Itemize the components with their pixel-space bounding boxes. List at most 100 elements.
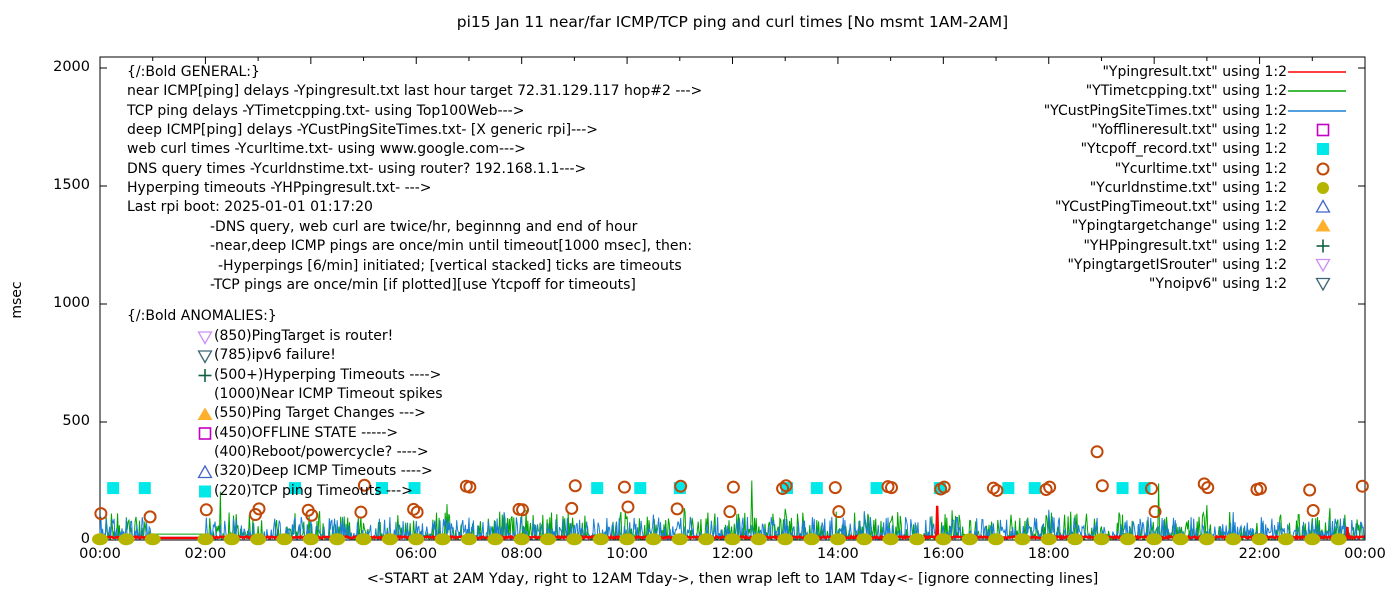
- legend-item: "Yofflineresult.txt" using 1:2: [1091, 121, 1365, 138]
- legend-label: "YHPpingresult.txt" using 1:2: [1083, 237, 1287, 254]
- x-axis-caption: <-START at 2AM Yday, right to 12AM Tday-…: [366, 571, 1099, 587]
- legend-triangle-open-icon: [1315, 199, 1331, 213]
- legend-circle-open-icon: [1316, 162, 1330, 175]
- marker-nabla-open: [1315, 278, 1331, 292]
- marker-ellipse-filled: [92, 533, 108, 546]
- marker-ellipse-filled: [1119, 533, 1136, 546]
- legend-label: "YTimetcpping.txt" using 1:2: [1085, 83, 1287, 100]
- marker-ellipse-filled: [540, 533, 557, 546]
- marker-ellipse-filled: [434, 533, 451, 546]
- note-line: -DNS query, web curl are twice/hr, begin…: [210, 218, 638, 235]
- anomaly-item: (400)Reboot/powercycle? ---->: [197, 443, 429, 462]
- note-line: -TCP pings are once/min [if plotted][use…: [210, 276, 636, 293]
- legend-label: "YCustPingSiteTimes.txt" using 1:2: [1043, 102, 1287, 119]
- marker-circle-open: [516, 503, 530, 517]
- marker-ellipse-filled: [803, 533, 820, 546]
- anomaly-label: (550)Ping Target Changes --->: [214, 405, 426, 422]
- x-tick-label: 00:00: [79, 546, 121, 562]
- anomaly-item: (450)OFFLINE STATE ----->: [197, 424, 398, 443]
- marker-ellipse-filled: [777, 533, 794, 546]
- marker-circle-open: [94, 507, 108, 521]
- marker-square-open: [1316, 123, 1330, 137]
- nabla-open-icon: [197, 330, 213, 345]
- legend-square-open-icon: [1316, 123, 1330, 137]
- anomaly-item: (850)PingTarget is router!: [197, 327, 393, 346]
- marker-ellipse-filled: [1067, 533, 1084, 546]
- triangle-filled-icon: [197, 407, 213, 420]
- legend-line-icon: [1288, 109, 1346, 112]
- legend-item: "Ycurltime.txt" using 1:2: [1115, 160, 1365, 177]
- anomaly-item: (785)ipv6 failure!: [197, 346, 336, 365]
- anomaly-item: (550)Ping Target Changes --->: [197, 404, 426, 423]
- marker-circle-open: [674, 479, 688, 493]
- marker-circle-open: [565, 501, 579, 515]
- marker-ellipse-filled: [460, 533, 477, 546]
- marker-circle-open: [1355, 479, 1369, 493]
- legend-label: "YCustPingTimeout.txt" using 1:2: [1054, 199, 1287, 216]
- marker-ellipse-filled: [1172, 533, 1189, 546]
- x-tick-label: 14:00: [817, 546, 859, 562]
- marker-circle-open: [1043, 480, 1057, 494]
- marker-ellipse-filled: [144, 533, 161, 546]
- anomaly-label: (320)Deep ICMP Timeouts ---->: [214, 463, 433, 480]
- marker-ellipse-filled: [671, 533, 688, 546]
- marker-circle-open: [1303, 483, 1317, 497]
- anomaly-item: (1000)Near ICMP Timeout spikes: [197, 385, 443, 404]
- marker-triangle-open: [1315, 199, 1331, 213]
- chart-title: pi15 Jan 11 near/far ICMP/TCP ping and c…: [456, 13, 1009, 31]
- note-line: -Hyperpings [6/min] initiated; [vertical…: [218, 257, 682, 274]
- legend-label: "Ycurldnstime.txt" using 1:2: [1089, 179, 1287, 196]
- anomaly-marker-spacer: [197, 445, 213, 461]
- x-tick-label: 18:00: [1027, 546, 1070, 562]
- marker-circle-open: [779, 479, 793, 493]
- marker-circle-open: [1306, 504, 1320, 517]
- marker-ellipse-filled: [1198, 533, 1215, 546]
- marker-ellipse-filled: [645, 533, 662, 546]
- x-tick-label: 20:00: [1133, 546, 1176, 562]
- marker-ellipse-filled: [276, 533, 293, 546]
- marker-ellipse-filled: [329, 533, 346, 546]
- y-tick-label: 0: [80, 531, 90, 547]
- marker-ellipse-filled: [750, 533, 767, 546]
- marker-ellipse-filled: [856, 533, 873, 546]
- anomaly-label: (400)Reboot/powercycle? ---->: [214, 444, 429, 461]
- marker-square-filled: [810, 482, 823, 495]
- anomaly-label: (1000)Near ICMP Timeout spikes: [214, 386, 443, 403]
- anomaly-label: (785)ipv6 failure!: [214, 347, 336, 364]
- marker-ellipse-filled: [988, 533, 1005, 546]
- marker-ellipse-filled: [566, 533, 583, 546]
- legend-item: "Ynoipv6" using 1:2: [1149, 276, 1365, 293]
- note-line: Last rpi boot: 2025-01-01 01:17:20: [127, 199, 373, 216]
- marker-ellipse-filled: [935, 533, 952, 546]
- marker-circle-open: [990, 483, 1004, 497]
- marker-nabla-open: [197, 350, 213, 364]
- marker-ellipse-filled: [698, 533, 715, 546]
- triangle-open-icon: [197, 464, 213, 479]
- marker-circle-open: [723, 505, 737, 519]
- marker-ellipse-filled: [1014, 533, 1031, 546]
- marker-ellipse-filled: [1040, 533, 1057, 546]
- x-tick-label: 02:00: [184, 546, 227, 562]
- anomalies-header: {/:Bold ANOMALIES:}: [127, 308, 277, 324]
- marker-ellipse-filled: [592, 533, 609, 546]
- legend-line-icon: [1288, 90, 1346, 93]
- marker-circle-open: [937, 480, 951, 494]
- marker-square-open: [198, 427, 212, 441]
- legend-triangle-filled-icon: [1315, 219, 1331, 232]
- marker-ellipse-filled: [1093, 533, 1110, 546]
- note-line: {/:Bold GENERAL:}: [127, 64, 260, 80]
- square-filled-icon: [199, 485, 211, 498]
- note-line: -near,deep ICMP pings are once/min until…: [210, 238, 693, 255]
- series-Ycurldnstime.txt: [92, 533, 1347, 546]
- legend-item: "Ypingresult.txt" using 1:2: [1102, 64, 1365, 81]
- anomaly-label: (220)TCP ping Timeouts --->: [214, 482, 413, 499]
- legend-item: "YHPpingresult.txt" using 1:2: [1083, 237, 1365, 254]
- marker-circle-open: [670, 502, 684, 516]
- legend-item: "YCustPingTimeout.txt" using 1:2: [1055, 199, 1365, 216]
- marker-ellipse-filled: [1251, 533, 1268, 546]
- marker-square-filled: [289, 482, 302, 495]
- marker-square-filled: [1028, 482, 1041, 495]
- x-tick-label: 12:00: [711, 546, 754, 562]
- marker-circle-open: [828, 481, 842, 495]
